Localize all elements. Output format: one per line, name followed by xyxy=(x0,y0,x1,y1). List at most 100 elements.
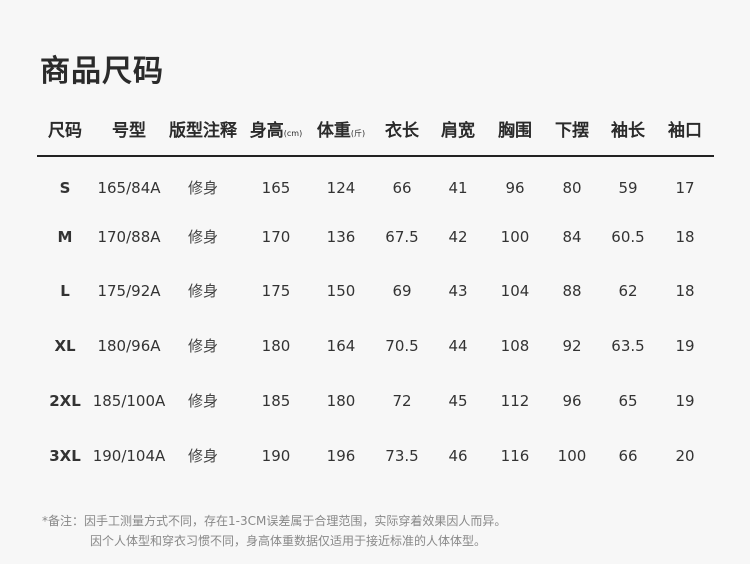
header-label: 肩宽 xyxy=(441,121,475,141)
column-header: 衣长 xyxy=(362,116,442,146)
table-cell: 84 xyxy=(562,228,582,246)
header-label: 尺码 xyxy=(48,121,82,141)
header-label: 下摆 xyxy=(555,121,589,141)
header-label: 版型注释 xyxy=(169,121,237,141)
table-cell: 62 xyxy=(618,282,638,300)
table-cell: 96 xyxy=(505,179,525,197)
table-cell: 59 xyxy=(618,179,638,197)
table-row: M 170/88A 修身 170 136 67.5 42 100 84 60.5 18 xyxy=(0,222,750,252)
table-cell: 180 xyxy=(326,392,356,410)
table-cell: 185 xyxy=(261,392,291,410)
table-cell: 3XL xyxy=(49,447,81,465)
table-cell: 66 xyxy=(392,179,412,197)
table-cell: 170/88A xyxy=(97,228,161,246)
table-cell: 108 xyxy=(500,337,530,355)
table-cell: 96 xyxy=(562,392,582,410)
table-cell: 42 xyxy=(448,228,468,246)
column-header: 袖长 xyxy=(588,116,668,146)
table-cell: 17 xyxy=(675,179,695,197)
table-cell: 88 xyxy=(562,282,582,300)
note-line-1: *备注：因手工测量方式不同，存在1-3CM误差属于合理范围，实际穿着效果因人而异… xyxy=(42,514,507,528)
table-cell: 190/104A xyxy=(92,447,166,465)
table-cell: 2XL xyxy=(49,392,81,410)
table-cell: 46 xyxy=(448,447,468,465)
table-cell: 20 xyxy=(675,447,695,465)
table-cell: 190 xyxy=(261,447,291,465)
table-cell: 116 xyxy=(500,447,530,465)
table-cell: 185/100A xyxy=(92,392,166,410)
table-header: 尺码 号型 版型注释 身高(cm) 体重(斤) 衣长 肩宽 胸围 下摆 袖长 袖口 xyxy=(0,116,750,146)
header-divider xyxy=(37,155,714,157)
header-label: 袖口 xyxy=(668,121,702,141)
table-row: L 175/92A 修身 175 150 69 43 104 88 62 18 xyxy=(0,276,750,306)
column-header: 胸围 xyxy=(475,116,555,146)
table-cell: 100 xyxy=(557,447,587,465)
table-cell: 修身 xyxy=(187,179,218,197)
header-label: 号型 xyxy=(112,121,146,141)
table-cell: 45 xyxy=(448,392,468,410)
table-cell: L xyxy=(60,282,70,300)
table-cell: 72 xyxy=(392,392,412,410)
table-cell: 修身 xyxy=(187,447,218,465)
table-row: XL 180/96A 修身 180 164 70.5 44 108 92 63.5 19 xyxy=(0,331,750,361)
header-label: 衣长 xyxy=(385,121,419,141)
column-header: 体重(斤) xyxy=(301,116,381,149)
table-cell: 165/84A xyxy=(97,179,161,197)
table-cell: 164 xyxy=(326,337,356,355)
column-header: 袖口 xyxy=(645,116,725,146)
table-cell: 19 xyxy=(675,337,695,355)
table-cell: 修身 xyxy=(187,337,218,355)
header-label: 胸围 xyxy=(498,121,532,141)
table-cell: 73.5 xyxy=(385,447,419,465)
table-cell: 104 xyxy=(500,282,530,300)
header-label: 身高 xyxy=(249,121,284,141)
table-cell: 18 xyxy=(675,228,695,246)
table-cell: 124 xyxy=(326,179,356,197)
table-row: S 165/84A 修身 165 124 66 41 96 80 59 17 xyxy=(0,173,750,203)
table-cell: 66 xyxy=(618,447,638,465)
table-cell: 180/96A xyxy=(97,337,161,355)
table-cell: 70.5 xyxy=(385,337,419,355)
table-cell: M xyxy=(57,228,73,246)
header-label: 体重 xyxy=(316,121,351,141)
table-cell: 65 xyxy=(618,392,638,410)
table-cell: 175 xyxy=(261,282,291,300)
table-cell: 112 xyxy=(500,392,530,410)
table-cell: 196 xyxy=(326,447,356,465)
table-cell: 69 xyxy=(392,282,412,300)
table-cell: S xyxy=(59,179,71,197)
table-row: 3XL 190/104A 修身 190 196 73.5 46 116 100 66 20 xyxy=(0,441,750,471)
column-header: 尺码 xyxy=(25,116,105,146)
header-label: 袖长 xyxy=(611,121,645,141)
table-cell: 修身 xyxy=(187,282,218,300)
table-cell: 67.5 xyxy=(385,228,419,246)
table-row: 2XL 185/100A 修身 185 180 72 45 112 96 65 19 xyxy=(0,386,750,416)
table-cell: 44 xyxy=(448,337,468,355)
table-cell: 175/92A xyxy=(97,282,161,300)
table-cell: 92 xyxy=(562,337,582,355)
table-cell: 修身 xyxy=(187,228,218,246)
column-header: 下摆 xyxy=(532,116,612,146)
column-header: 肩宽 xyxy=(418,116,498,146)
table-cell: 18 xyxy=(675,282,695,300)
note-line-2: 因个人体型和穿衣习惯不同，身高体重数据仅适用于接近标准的人体体型。 xyxy=(90,534,487,548)
table-cell: 80 xyxy=(562,179,582,197)
table-cell: 170 xyxy=(261,228,291,246)
table-cell: 150 xyxy=(326,282,356,300)
table-cell: 63.5 xyxy=(611,337,645,355)
table-cell: 136 xyxy=(326,228,356,246)
column-header: 版型注释 xyxy=(163,116,243,146)
table-cell: 修身 xyxy=(187,392,218,410)
table-cell: 100 xyxy=(500,228,530,246)
column-header: 身高(cm) xyxy=(236,116,316,149)
table-cell: 19 xyxy=(675,392,695,410)
table-cell: 165 xyxy=(261,179,291,197)
page-title: 商品尺码 xyxy=(40,54,164,89)
column-header: 号型 xyxy=(89,116,169,146)
header-unit: (cm) xyxy=(283,129,303,138)
table-cell: 60.5 xyxy=(611,228,645,246)
table-cell: 41 xyxy=(448,179,468,197)
header-unit: (斤) xyxy=(350,129,366,138)
table-cell: 180 xyxy=(261,337,291,355)
table-cell: 43 xyxy=(448,282,468,300)
